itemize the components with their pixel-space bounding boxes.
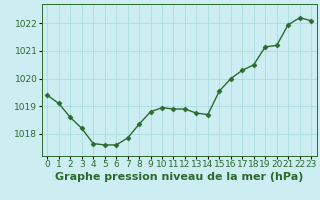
X-axis label: Graphe pression niveau de la mer (hPa): Graphe pression niveau de la mer (hPa) bbox=[55, 172, 303, 182]
